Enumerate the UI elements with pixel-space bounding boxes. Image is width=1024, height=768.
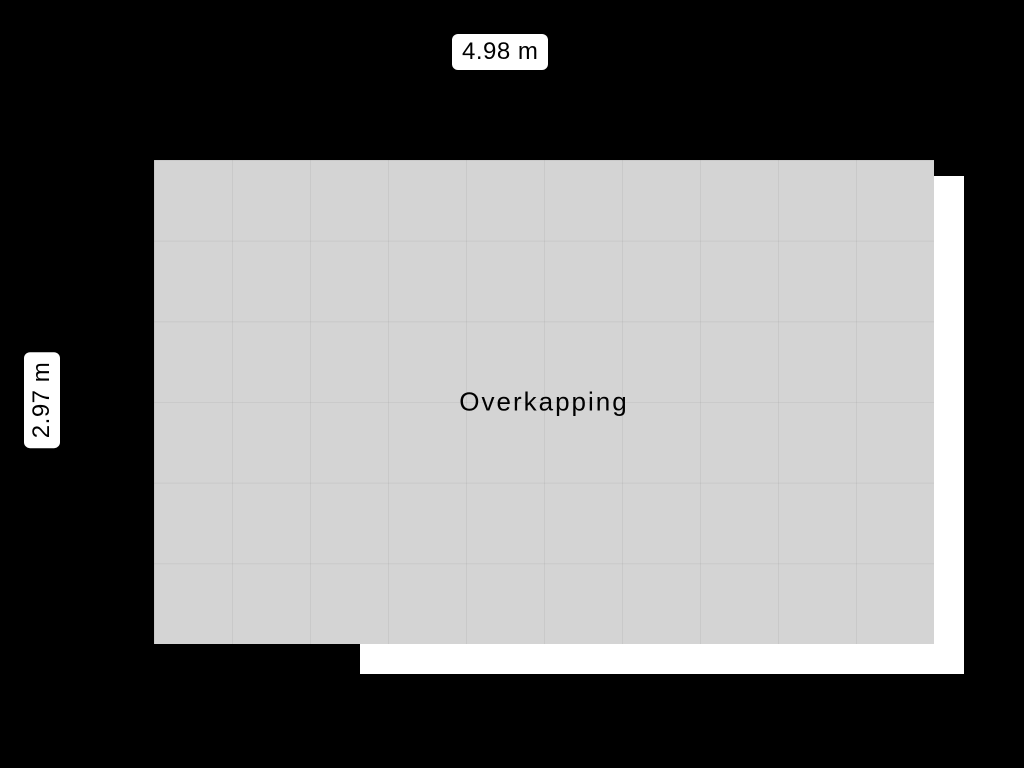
- roof-label: Overkapping: [459, 387, 628, 418]
- dimension-height-label: 2.97 m: [24, 352, 60, 448]
- dimension-width-label: 4.98 m: [452, 34, 548, 70]
- roof-plan: Overkapping: [154, 160, 934, 644]
